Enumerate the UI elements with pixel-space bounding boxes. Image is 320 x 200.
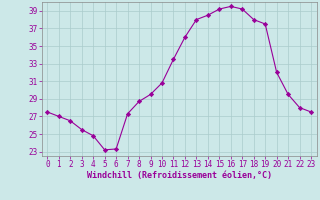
X-axis label: Windchill (Refroidissement éolien,°C): Windchill (Refroidissement éolien,°C) [87, 171, 272, 180]
